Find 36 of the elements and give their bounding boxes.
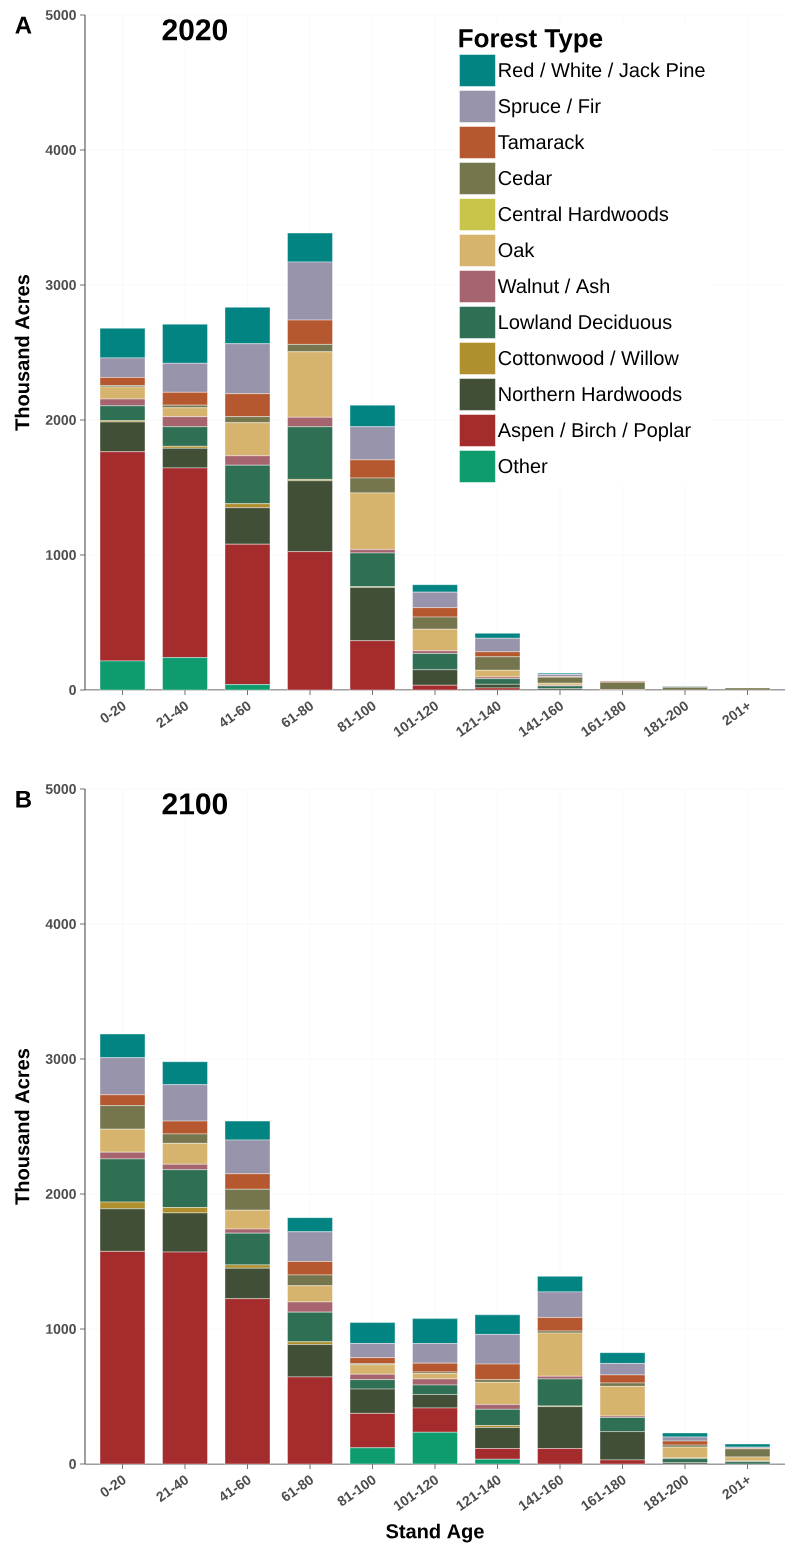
- y-tick-label: 3000: [45, 1054, 77, 1064]
- legend-label: Spruce / Fir: [498, 98, 601, 118]
- y-axis-title: Thousand Acres: [14, 275, 30, 431]
- legend-label: Tamarack: [498, 134, 585, 150]
- chart-title: 2100: [162, 793, 228, 815]
- y-tick-label: 0: [69, 685, 77, 695]
- y-tick-label: 4000: [45, 145, 77, 155]
- x-axis-title: Stand Age: [386, 1523, 485, 1543]
- legend-title: Forest Type: [459, 29, 603, 53]
- legend-label: Cottonwood / Willow: [498, 350, 680, 366]
- y-tick-label: 5000: [45, 784, 77, 794]
- y-tick-label: 1000: [46, 1324, 77, 1334]
- y-tick-label: 2000: [46, 1189, 77, 1199]
- legend-label: Other: [498, 458, 548, 474]
- y-tick-label: 2000: [46, 415, 77, 425]
- y-tick-label: 5000: [45, 10, 77, 20]
- chart-title: 2020: [162, 19, 228, 41]
- x-tick-label: 0-20: [100, 701, 126, 723]
- legend-label: Northern Hardwoods: [499, 386, 682, 402]
- legend-label: Oak: [498, 242, 535, 258]
- legend-label: Walnut / Ash: [498, 278, 610, 294]
- legend-label: Lowland Deciduous: [499, 314, 672, 330]
- x-tick-label: 201+: [722, 703, 750, 726]
- y-tick-label: 1000: [46, 550, 77, 560]
- legend-label: Cedar: [498, 170, 553, 186]
- y-tick-label: 4000: [45, 919, 77, 929]
- y-axis-title: Thousand Acres: [14, 1049, 30, 1205]
- x-tick-label: 0-20: [100, 1475, 126, 1497]
- y-tick-label: 3000: [45, 280, 77, 290]
- y-tick-label: 0: [69, 1459, 77, 1469]
- text: A: [15, 16, 32, 34]
- legend-label: Central Hardwoods: [498, 206, 669, 222]
- text: B: [16, 790, 32, 808]
- legend-label: Red / White / Jack Pine: [499, 62, 705, 78]
- legend-label: Aspen / Birch / Poplar: [497, 422, 692, 442]
- x-tick-label: 201+: [722, 1477, 750, 1500]
